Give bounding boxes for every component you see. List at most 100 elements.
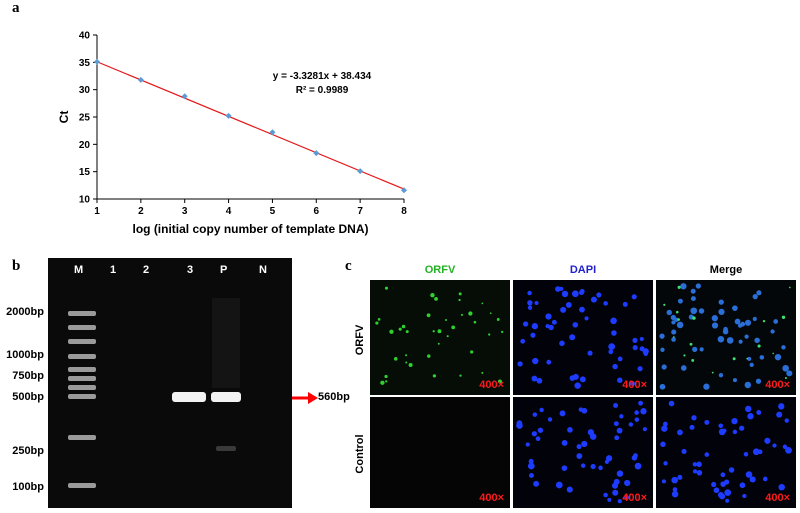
cell-mark [659,333,665,339]
micrograph-orfv-dapi: 400× [513,280,653,395]
panel-a-letter: a [12,0,20,16]
qpcr-standard-curve-chart: 10 15 20 25 30 35 40 1 2 3 4 5 6 7 8 log (initial copy … [57,31,407,237]
y-tick-label: 20 [79,140,91,151]
cell-mark [639,346,645,352]
cell-mark [561,465,568,471]
cell-mark [458,298,461,302]
cell-mark [559,340,565,347]
cell-mark [398,327,402,331]
cell-mark [516,422,523,429]
panel-c-letter: c [345,258,352,274]
cell-mark [596,292,602,298]
cell-mark [533,480,540,487]
cell-mark [545,324,550,329]
cell-mark [572,322,579,328]
cell-mark [603,301,608,306]
cell-mark [671,320,676,325]
x-tick-label: 7 [357,206,363,217]
cell-mark [781,315,786,319]
lane-label-2: 2 [143,264,150,276]
cell-mark [566,486,573,493]
y-tick-label: 35 [79,58,91,69]
ladder-band [68,339,96,344]
cell-mark [713,487,720,494]
cell-mark [659,383,666,390]
cell-mark [535,436,541,442]
cell-mark [690,307,698,315]
cell-mark [671,490,679,498]
magnification-label: 400× [765,492,790,504]
cell-mark [555,286,561,292]
cell-mark [699,347,704,352]
cell-mark [458,292,462,296]
cell-mark [576,453,583,459]
cell-mark [579,376,586,383]
x-tick-label: 3 [182,206,188,217]
cell-mark [692,316,696,320]
magnification-label: 400× [622,379,647,391]
micrograph-control-green: 400× [370,397,510,508]
cell-mark [762,476,768,482]
x-tick-label: 1 [94,206,100,217]
cell-mark [718,299,724,305]
cell-mark [772,443,777,448]
cell-mark [567,426,573,433]
cell-mark [677,474,683,480]
cell-mark [681,448,687,454]
r-squared-label: R² = 0.9989 [296,85,349,96]
cell-mark [711,371,714,374]
cell-mark [529,473,534,478]
y-tick-label: 10 [79,195,91,206]
cell-mark [744,319,752,326]
cell-mark [610,317,617,325]
cell-mark [459,374,462,377]
band-arrow-icon [292,392,318,404]
cell-mark [683,354,686,357]
lane-label-1: 1 [110,264,117,276]
cell-mark [608,343,616,350]
cell-mark [749,362,754,367]
cell-mark [481,302,484,305]
cell-mark [732,305,738,312]
cell-mark [638,400,644,406]
cell-mark [674,317,679,322]
cell-mark [527,462,535,470]
cell-mark [718,373,724,378]
cell-mark [781,345,786,350]
cell-mark [555,481,563,489]
cell-mark [704,419,710,425]
cell-mark [732,429,738,435]
cell-mark [744,334,749,339]
cell-mark [744,381,752,389]
cell-mark [749,476,756,483]
cell-mark [528,458,534,464]
cell-mark [778,403,785,410]
cell-mark [393,357,398,361]
cell-mark [525,442,530,447]
ladder-band [68,311,96,316]
cell-mark [470,350,474,354]
cell-mark [720,472,726,478]
row-label-control: Control [354,434,366,474]
cell-mark [405,330,409,334]
cell-mark [692,469,698,474]
cell-mark [628,422,634,427]
cell-mark [604,459,609,464]
cell-mark [742,493,747,499]
cell-mark [722,428,727,433]
y-tick-label: 40 [79,31,91,42]
cell-mark [426,313,431,318]
cell-mark [445,319,448,322]
cell-mark [537,427,544,433]
agarose-gel-image [48,258,292,508]
cell-mark [782,444,788,450]
cell-mark [747,356,752,361]
magnification-label: 400× [479,379,504,391]
cell-mark [551,319,557,325]
cell-mark [717,335,725,343]
cell-mark [677,429,683,436]
cell-mark [643,351,648,357]
cell-mark [624,479,631,487]
x-tick-label: 4 [226,206,232,217]
cell-mark [580,463,586,468]
